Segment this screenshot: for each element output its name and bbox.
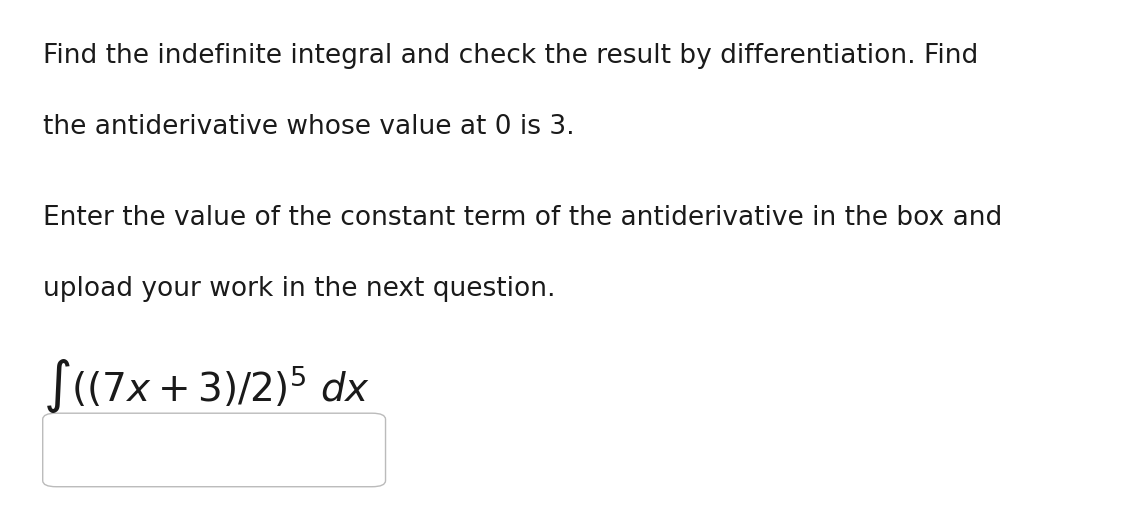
Text: Find the indefinite integral and check the result by differentiation. Find: Find the indefinite integral and check t… bbox=[43, 43, 978, 69]
Text: $\int((7x+3)/2)^5 \ dx$: $\int((7x+3)/2)^5 \ dx$ bbox=[43, 357, 370, 415]
Text: Enter the value of the constant term of the antiderivative in the box and: Enter the value of the constant term of … bbox=[43, 205, 1001, 231]
FancyBboxPatch shape bbox=[43, 413, 386, 487]
Text: upload your work in the next question.: upload your work in the next question. bbox=[43, 276, 555, 302]
Text: the antiderivative whose value at 0 is 3.: the antiderivative whose value at 0 is 3… bbox=[43, 114, 574, 140]
